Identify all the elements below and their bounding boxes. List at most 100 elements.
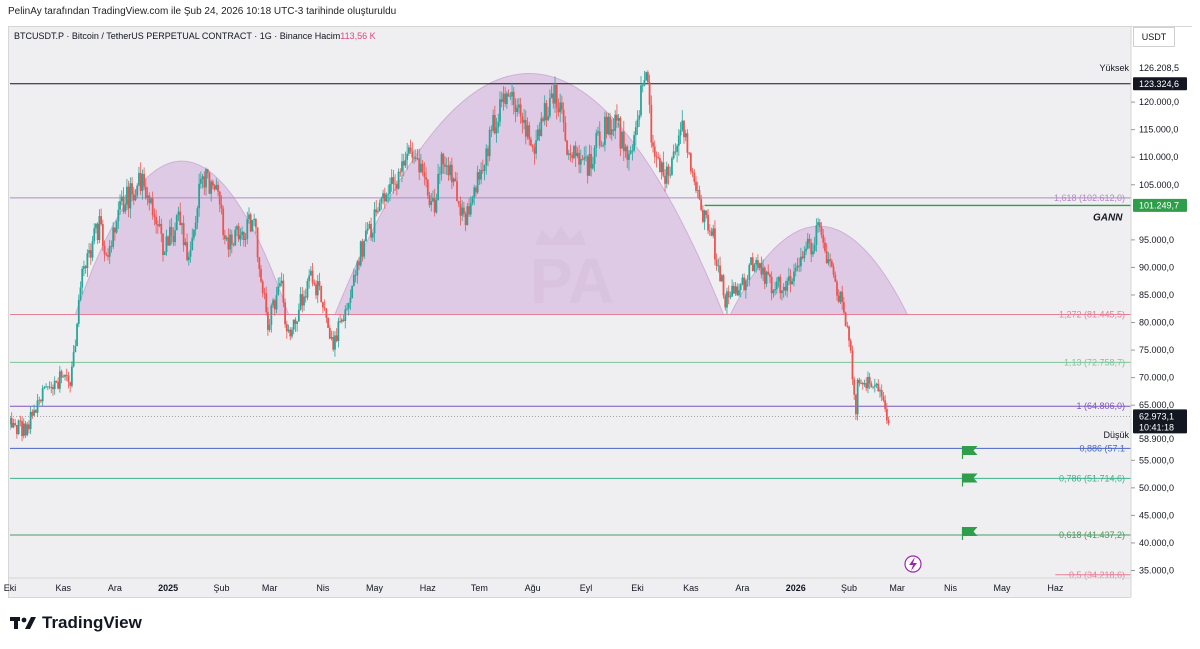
candle-body [583,157,586,160]
candle-body [485,148,488,166]
currency-selector[interactable]: USDT [1133,27,1175,47]
candle-body [263,292,266,294]
candle-body [554,85,556,104]
candle-body [487,148,489,157]
candle-body [315,284,317,296]
level-label-fib_0786: 0,786 (51.714,6) [1059,473,1125,483]
candle-body [676,145,678,152]
candle-body [416,158,419,160]
candle-body [31,411,34,416]
candle-body [824,242,826,251]
y-tick-label: 45.000,0 [1139,510,1174,520]
candle-body [385,194,388,202]
candle-body [855,394,857,415]
candle-body [64,374,66,377]
y-tick-label: 70.000,0 [1139,373,1174,383]
candle-body [225,237,228,240]
candle-body [84,266,87,269]
candle-body [101,224,104,246]
candle-body [10,417,13,428]
symbol-info: BTCUSDT.P · Bitcoin / TetherUS PERPETUAL… [14,31,376,41]
candle-body [280,280,283,284]
candle-body [511,91,513,97]
candle-body [36,400,39,413]
candle-body [285,324,288,332]
candle-body [187,256,190,261]
candle-body [337,321,340,341]
candle-body [215,184,218,190]
candle-body [292,319,295,330]
candle-body [653,146,656,157]
y-tick-label: 75.000,0 [1139,345,1174,355]
candle-body [578,152,580,165]
candle-body [136,185,139,196]
candle-body [270,305,273,325]
candle-body [203,176,206,188]
candle-body [769,274,771,277]
candle-body [91,241,94,258]
candle-body [249,214,252,232]
candle-body [478,172,481,180]
candle-body [46,386,49,388]
candle-body [648,82,651,105]
candle-body [10,417,11,425]
candle-body [839,291,842,302]
candle-body [232,244,235,246]
candle-body [579,159,582,165]
candle-body [588,153,591,176]
candle-body [571,155,574,159]
candle-body [418,158,421,173]
candle-body [459,203,462,216]
x-tick-label: Ağu [525,583,541,593]
candle-body [806,238,809,249]
candle-body [530,139,532,146]
candle-body [490,129,493,131]
candle-body [884,400,887,409]
candle-body [334,335,336,350]
candle-body [224,235,226,240]
candle-body [361,241,364,257]
candle-body [365,230,367,241]
candle-body [17,420,20,435]
candle-body [789,276,792,285]
candle-body [564,122,567,141]
candle-body [829,259,832,261]
candle-body [253,219,256,221]
candle-body [351,285,354,298]
candle-body [309,270,312,276]
y-tick-label: 90.000,0 [1139,262,1174,272]
candle-body [858,379,861,384]
candle-body [342,319,345,321]
candle-body [344,309,347,321]
candle-body [445,165,448,167]
candle-body [433,197,436,213]
high-line-tag-bg [1133,77,1187,91]
candle-body [148,195,151,204]
candle-body [359,241,362,266]
candle-body [475,187,477,193]
candle-body [573,145,575,159]
candle-body [483,165,486,171]
candle-body [402,161,405,166]
candle-body [655,156,658,158]
candle-body [507,93,510,97]
candle-body [619,117,622,149]
candle-body [86,253,89,269]
candle-body [420,163,422,173]
x-tick-label: May [366,583,384,593]
price-chart[interactable]: Haz PA1,618 (102.612,0) 1,272 (81.445,5) 1,… [0,0,1200,600]
candle-body [401,161,403,172]
candle-body [346,308,348,310]
candle-body [220,204,223,209]
candle-body [873,385,876,387]
candle-body [645,72,648,81]
candle-body [413,157,415,159]
candle-body [447,165,450,176]
candle-body [842,302,845,313]
candle-body [358,261,360,266]
candle-body [689,153,692,172]
candle-body [612,129,615,131]
candle-body [867,376,869,389]
x-tick-label: Tem [471,583,488,593]
candle-body [469,203,472,215]
